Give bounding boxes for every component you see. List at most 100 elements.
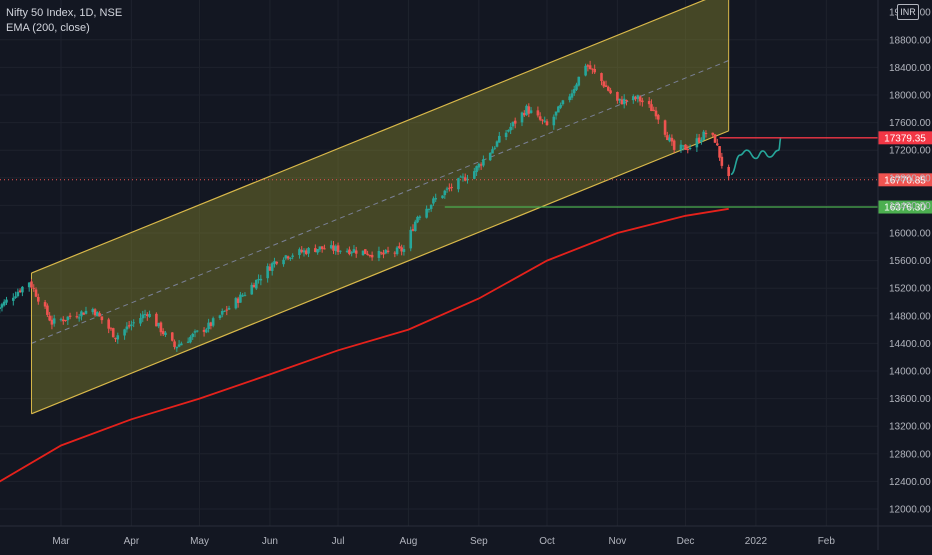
candle-body — [61, 319, 65, 322]
candle-body — [291, 255, 294, 257]
candle-body — [445, 188, 449, 190]
y-tick-label: 12000.00 — [889, 505, 931, 516]
candle-body — [145, 314, 149, 317]
x-tick-label: Jul — [332, 536, 345, 547]
candle-body — [225, 309, 229, 311]
candle-body — [504, 132, 508, 138]
candle-body — [427, 208, 431, 210]
candle-body — [339, 250, 342, 252]
candle-body — [618, 98, 621, 101]
candle-body — [572, 89, 576, 94]
ema-layer — [0, 207, 729, 483]
candle-body — [114, 337, 117, 340]
x-tick-label: Oct — [539, 536, 555, 547]
candle-body — [127, 325, 131, 327]
candle-body — [116, 335, 120, 340]
indicator-title[interactable]: EMA (200, close) — [6, 22, 90, 34]
y-tick-label: 14400.00 — [889, 339, 931, 350]
candle-body — [186, 341, 190, 343]
candle-body — [652, 109, 656, 111]
candle-body — [525, 105, 528, 116]
candle-body — [602, 81, 606, 87]
candle-body — [588, 65, 592, 70]
candle-body — [400, 247, 403, 252]
candle-body — [82, 312, 86, 315]
x-tick-label: Jun — [262, 536, 278, 547]
x-tick-label: Aug — [400, 536, 418, 547]
candle-body — [32, 287, 36, 289]
candle-body — [559, 104, 562, 108]
candle-body — [250, 284, 254, 295]
candle-body — [475, 166, 478, 173]
candle-body — [466, 178, 469, 180]
candle-body — [243, 294, 247, 296]
candle-body — [173, 341, 176, 347]
currency-badge[interactable]: INR — [897, 4, 919, 20]
candle-body — [670, 137, 674, 142]
last-price-tag — [878, 173, 932, 187]
candle-body — [159, 322, 163, 333]
candle-body — [620, 99, 624, 105]
candle-body — [520, 112, 524, 123]
candle-body — [268, 266, 272, 271]
candle-body — [59, 319, 63, 321]
candle-body — [314, 248, 317, 252]
candle-body — [491, 149, 494, 154]
candle-body — [239, 294, 242, 303]
candle-body — [211, 318, 215, 326]
annotation-layer — [30, 0, 782, 415]
y-tick-label: 16000.00 — [889, 229, 931, 240]
y-tick-label: 18400.00 — [889, 63, 931, 74]
candles-layer — [0, 60, 730, 352]
candle-body — [459, 176, 462, 178]
candle-body — [64, 319, 67, 321]
candle-body — [679, 144, 683, 151]
y-tick-label: 15600.00 — [889, 256, 931, 267]
candle-body — [241, 295, 244, 297]
x-tick-label: 2022 — [745, 536, 768, 547]
candle-body — [141, 314, 145, 319]
candle-body — [482, 159, 485, 166]
candle-body — [107, 319, 110, 329]
candle-body — [148, 313, 151, 318]
candle-body — [527, 106, 531, 114]
candle-body — [638, 96, 642, 102]
candle-body — [656, 115, 660, 120]
candle-body — [68, 315, 72, 317]
candle-body — [18, 290, 22, 292]
candle-body — [586, 65, 590, 67]
candle-body — [704, 133, 708, 135]
candle-body — [286, 256, 290, 259]
candle-body — [75, 316, 79, 318]
candle-body — [386, 250, 390, 252]
candle-body — [616, 92, 619, 101]
candle-body — [318, 246, 322, 250]
candle-body — [96, 312, 99, 317]
candle-body — [634, 96, 637, 100]
ema-200-line — [0, 207, 729, 483]
candle-body — [402, 249, 406, 252]
candle-body — [625, 99, 628, 101]
candle-body — [36, 296, 40, 302]
symbol-title[interactable]: Nifty 50 Index, 1D, NSE — [6, 7, 123, 19]
candle-body — [91, 308, 95, 313]
candle-body — [227, 307, 231, 310]
candle-body — [554, 111, 558, 116]
candle-body — [538, 116, 542, 120]
candle-body — [109, 328, 113, 330]
candle-body — [666, 135, 669, 141]
candle-body — [713, 134, 717, 143]
candle-body — [273, 261, 276, 265]
y-tick-label: 17200.00 — [889, 146, 931, 157]
x-tick-label: May — [190, 536, 209, 547]
y-tick-label: 14000.00 — [889, 367, 931, 378]
candle-body — [164, 332, 167, 335]
candle-body — [409, 229, 413, 249]
candle-body — [727, 166, 730, 177]
candle-body — [205, 329, 208, 333]
candle-body — [289, 257, 292, 259]
candle-body — [716, 143, 719, 146]
candle-body — [300, 249, 304, 253]
